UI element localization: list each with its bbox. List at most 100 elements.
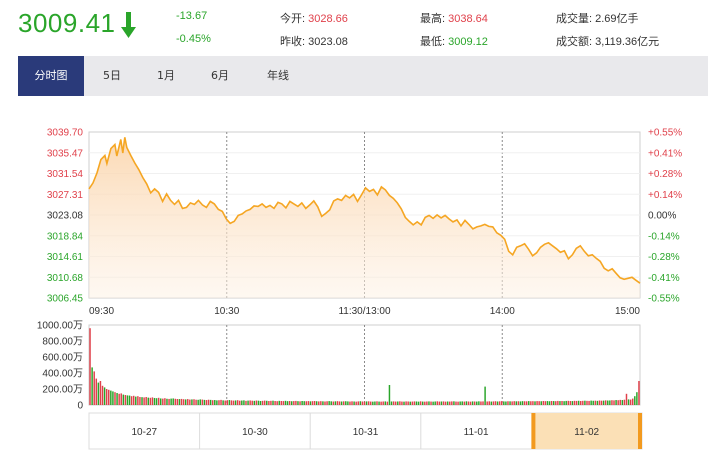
- volume-bar: [386, 401, 389, 405]
- range-handle-right[interactable]: [638, 413, 642, 449]
- prev-close-value: 3023.08: [308, 36, 348, 48]
- pct-tick-label: -0.14%: [648, 231, 680, 242]
- volume-bar: [540, 401, 542, 405]
- tab-6-month[interactable]: 6月: [211, 69, 229, 82]
- volume-bar: [594, 400, 597, 405]
- volume-bar: [421, 401, 424, 405]
- volume-bar: [544, 401, 547, 405]
- volume-bar: [513, 401, 515, 405]
- volume-bar: [247, 400, 249, 405]
- volume-bar: [274, 401, 276, 405]
- tab-yearly[interactable]: 年线: [267, 69, 289, 82]
- volume-bar: [222, 400, 224, 405]
- volume-bar: [359, 401, 362, 405]
- volume-bar: [424, 401, 426, 405]
- volume-bar: [299, 401, 301, 405]
- volume-tick-label: 200.00万: [42, 385, 83, 396]
- volume-bar: [322, 401, 324, 405]
- volume-bar: [301, 401, 303, 405]
- volume-bar: [334, 401, 337, 405]
- volume-bar: [347, 401, 349, 405]
- volume-bar: [374, 401, 376, 405]
- date-label[interactable]: 10-31: [353, 427, 379, 438]
- volume-bar: [89, 328, 91, 405]
- volume-bar: [166, 398, 168, 405]
- tab-1-month[interactable]: 1月: [157, 69, 175, 82]
- volume-bar: [259, 401, 262, 405]
- volume-bar: [101, 385, 104, 405]
- volume-bar: [498, 401, 501, 405]
- volume-tick-label: 800.00万: [42, 337, 83, 348]
- volume-bar: [234, 400, 237, 405]
- low-label: 最低:: [420, 36, 446, 48]
- date-label[interactable]: 11-01: [464, 427, 489, 438]
- volume-bar: [318, 401, 320, 405]
- volume-bar: [135, 396, 137, 405]
- chart-period-tabs: 分时图 5日 1月 6月 年线: [18, 56, 708, 96]
- volume-bar: [266, 400, 268, 405]
- volume-bar: [290, 401, 293, 405]
- volume-bar: [214, 400, 216, 405]
- pct-tick-label: +0.14%: [648, 190, 682, 201]
- volume-bar: [251, 400, 253, 405]
- volume-bar: [293, 401, 295, 405]
- volume-bar: [604, 400, 607, 405]
- volume-bar: [172, 398, 174, 405]
- down-arrow-icon: [121, 12, 136, 38]
- volume-bar: [184, 399, 187, 405]
- volume-bar: [363, 401, 366, 405]
- volume-bar: [378, 401, 380, 405]
- price-tick-label: 3010.68: [47, 273, 84, 284]
- volume-bar: [563, 401, 565, 405]
- volume-bar: [209, 399, 212, 405]
- volume-bar: [320, 401, 322, 405]
- volume-bar: [465, 401, 468, 405]
- volume-stat: 成交量: 2.69亿手: [556, 10, 639, 26]
- volume-bar: [297, 401, 299, 405]
- volume-bar: [122, 394, 125, 405]
- volume-bar: [634, 396, 636, 405]
- volume-bar: [619, 399, 621, 405]
- price-change-pct: -0.45%: [176, 33, 211, 45]
- tab-5-day[interactable]: 5日: [103, 69, 121, 82]
- range-handle-left[interactable]: [531, 413, 536, 449]
- volume-label: 成交量:: [556, 13, 593, 25]
- volume-bar: [116, 393, 118, 405]
- volume-tick-label: 600.00万: [42, 353, 83, 364]
- date-label[interactable]: 10-27: [132, 427, 158, 438]
- volume-bar: [270, 400, 272, 405]
- volume-bar: [155, 398, 158, 405]
- date-cell-active[interactable]: [531, 413, 642, 449]
- volume-bar: [580, 401, 582, 405]
- date-label[interactable]: 10-30: [242, 427, 268, 438]
- volume-bar: [164, 398, 166, 405]
- date-label[interactable]: 11-02: [574, 427, 599, 438]
- volume-bar: [307, 401, 310, 405]
- volume-bar: [342, 401, 345, 405]
- volume-chart-grid: [88, 324, 641, 406]
- volume-bar: [500, 401, 503, 405]
- current-price: 3009.41: [18, 8, 116, 38]
- price-area-fill: [89, 137, 640, 298]
- volume-bar: [399, 401, 401, 405]
- high-label: 最高:: [420, 13, 446, 25]
- volume-bar: [631, 398, 634, 405]
- time-tick-label: 15:00: [615, 306, 640, 317]
- volume-bar: [199, 399, 201, 405]
- volume-bar: [145, 397, 147, 405]
- volume-bar: [95, 378, 98, 405]
- volume-bar: [149, 397, 152, 405]
- volume-bar: [397, 401, 399, 405]
- volume-bar: [376, 401, 378, 405]
- volume-bar: [309, 401, 312, 405]
- volume-tick-label: 1000.00万: [37, 321, 83, 332]
- tab-intraday[interactable]: 分时图: [18, 56, 84, 96]
- volume-bar: [367, 401, 370, 405]
- volume-bar: [602, 400, 605, 405]
- price-tick-label: 3006.45: [47, 294, 84, 305]
- pct-tick-label: -0.28%: [648, 252, 680, 263]
- volume-bar: [575, 400, 578, 405]
- volume-bar: [392, 401, 395, 405]
- volume-bar: [629, 399, 632, 405]
